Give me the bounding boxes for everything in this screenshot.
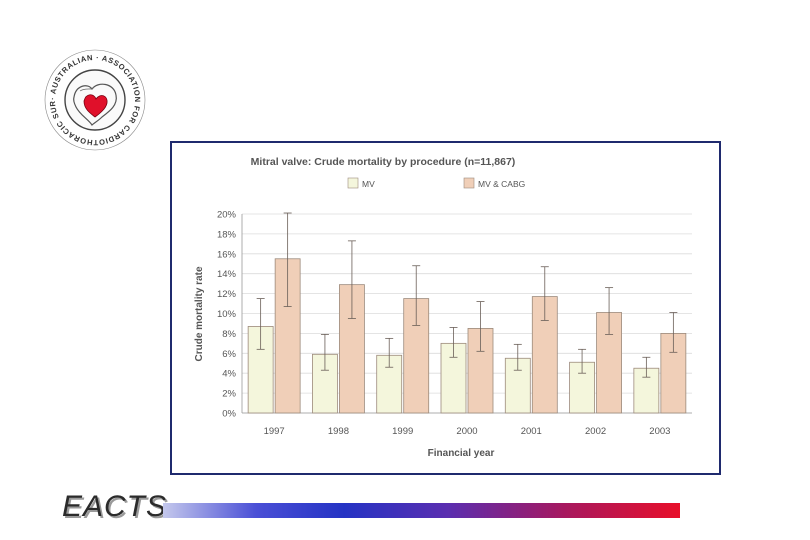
x-axis-label: Financial year — [428, 448, 495, 459]
legend-swatch — [347, 177, 359, 189]
chart-grid — [241, 213, 692, 414]
y-tick-label: 16% — [217, 249, 237, 260]
x-tick-label: 2000 — [456, 426, 477, 437]
x-tick-label: 1997 — [264, 426, 285, 437]
y-tick-label: 14% — [217, 269, 237, 280]
mortality-bar-chart: Mitral valve: Crude mortality by procedu… — [194, 156, 692, 459]
y-axis-label: Crude mortality rate — [194, 266, 205, 361]
x-tick-label: 2002 — [585, 426, 606, 437]
y-axis-ticks: 0% 2% 4% 6% 8% 10% 12% 14% 16% 18% 20% — [217, 210, 237, 420]
legend-label: MV & CABG — [478, 179, 525, 189]
legend-swatch — [463, 177, 475, 189]
x-axis-ticks: 1997 1998 1999 2000 2001 2002 2003 — [264, 426, 671, 437]
x-tick-label: 1998 — [328, 426, 349, 437]
bar — [247, 326, 274, 414]
chart-bars — [247, 212, 687, 414]
y-tick-label: 8% — [222, 329, 236, 340]
association-seal: · AUSTRALIAN · ASSOCIATION FOR CARDIOTHO… — [37, 38, 146, 151]
y-tick-label: 2% — [222, 389, 236, 400]
y-tick-label: 20% — [217, 210, 237, 221]
y-tick-label: 4% — [222, 369, 236, 380]
y-tick-label: 6% — [222, 349, 236, 360]
association-logo: · AUSTRALIAN · ASSOCIATION FOR CARDIOTHO… — [37, 38, 150, 155]
y-tick-label: 12% — [217, 289, 237, 300]
legend-label: MV — [362, 179, 375, 189]
brand-gradient-bar — [163, 503, 680, 518]
chart-legend: MV MV & CABG — [347, 177, 525, 189]
x-tick-label: 2001 — [521, 426, 542, 437]
heart-map-icon — [73, 83, 117, 126]
x-tick-label: 1999 — [392, 426, 413, 437]
chart-frame: Mitral valve: Crude mortality by procedu… — [170, 141, 721, 475]
y-tick-label: 10% — [217, 309, 237, 320]
y-tick-label: 18% — [217, 229, 237, 240]
eacts-brand: EACTS — [62, 490, 168, 523]
x-tick-label: 2003 — [649, 426, 670, 437]
chart-title: Mitral valve: Crude mortality by procedu… — [251, 156, 516, 168]
y-tick-label: 0% — [222, 409, 236, 420]
